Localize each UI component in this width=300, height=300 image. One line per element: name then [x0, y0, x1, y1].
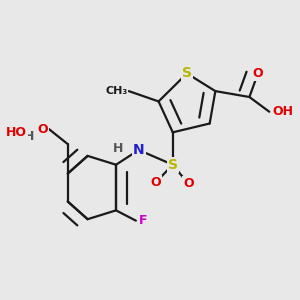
Text: O: O [253, 67, 263, 80]
Text: OH: OH [272, 105, 293, 118]
Text: H: H [24, 130, 34, 143]
Text: N: N [133, 143, 145, 157]
Text: O: O [183, 177, 194, 190]
Text: O: O [150, 176, 161, 189]
Text: S: S [168, 158, 178, 172]
Text: S: S [182, 66, 192, 80]
Text: F: F [139, 214, 147, 227]
Text: H: H [113, 142, 123, 155]
Text: HO: HO [6, 126, 27, 139]
Text: O: O [37, 123, 48, 136]
Text: CH₃: CH₃ [105, 86, 128, 96]
